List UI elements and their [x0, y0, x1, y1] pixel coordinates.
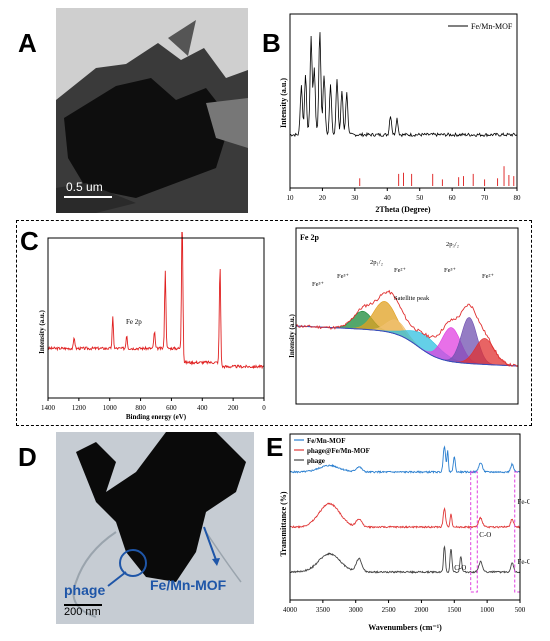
panel-letter-e: E [266, 432, 284, 462]
xrd-tick-label: 20 [319, 194, 327, 202]
xrd-ylabel: Intensity (a.u.) [279, 78, 288, 128]
ftir-tick-label: 3000 [349, 606, 364, 614]
scale-bar-a [64, 196, 112, 198]
ftir-tick-label: 1000 [480, 606, 495, 614]
ftir-chart: Transmittance (%) Fe/Mn-MOF phage@Fe/Mn-M… [279, 433, 530, 632]
ftir-annotation: Fe-C [517, 558, 530, 566]
xrd-tick-label: 10 [287, 194, 295, 202]
xrd-tick-label: 50 [416, 194, 424, 202]
panel-letter-d: D [18, 442, 37, 472]
panel-letter-c: C [20, 226, 39, 256]
ftir-xlabel: Wavenumbers (cm⁻¹) [368, 623, 442, 632]
ftir-highlight-box [470, 471, 478, 593]
survey-tick-label: 800 [135, 404, 146, 412]
fe2p-annotation: 2p₁/₂ [370, 259, 383, 266]
ftir-tick-label: 4000 [283, 606, 298, 614]
survey-tick-label: 400 [197, 404, 208, 412]
ftir-tick-label: 1500 [447, 606, 462, 614]
xrd-tick-label: 70 [481, 194, 489, 202]
ftir-series-line [289, 545, 521, 575]
ftir-legend-label: phage@Fe/Mn-MOF [307, 447, 370, 455]
panel-letter-b: B [262, 28, 281, 58]
survey-annotation-fe2p: Fe 2p [126, 318, 142, 326]
fe2p-title: Fe 2p [300, 233, 319, 242]
survey-tick-label: 1200 [72, 404, 87, 412]
ftir-annotation: C-O [454, 564, 466, 572]
survey-tick-label: 600 [166, 404, 177, 412]
xps-survey-chart: Intensity (a.u.) Fe 2p 1400 1200 1000 800 60… [38, 232, 266, 421]
ftir-tick-label: 2000 [414, 606, 429, 614]
scale-bar-d [64, 604, 102, 606]
xrd-tick-label: 30 [351, 194, 359, 202]
fe2p-ylabel: Intensity (a.u.) [288, 313, 296, 357]
survey-tick-label: 1400 [41, 404, 56, 412]
fe2p-annotation: Fe³⁺ [337, 273, 349, 280]
label-phage: phage [64, 582, 106, 598]
xrd-series-line [289, 32, 518, 138]
fe2p-annotation: Satellite peak [394, 295, 430, 302]
tem-image-d: phage Fe/Mn-MOF 200 nm [56, 432, 254, 624]
tem-image-a: 0.5 um [56, 8, 248, 213]
ftir-annotation: Fe-C [517, 498, 530, 506]
survey-xlabel: Binding energy (eV) [126, 413, 187, 421]
ftir-annotation: C-O [479, 531, 491, 539]
ftir-highlight-box [514, 471, 521, 593]
xrd-chart: Intensity (a.u.) Fe/Mn-MOF 10 20 30 40 50 60 7… [279, 13, 522, 214]
xrd-xlabel: 2Theta (Degree) [375, 205, 431, 214]
label-fe-mn-mof: Fe/Mn-MOF [150, 577, 227, 593]
xrd-tick-label: 60 [449, 194, 457, 202]
fe2p-annotation: Fe³⁺ [312, 281, 324, 288]
xrd-legend-label: Fe/Mn-MOF [471, 22, 513, 31]
ftir-tick-label: 500 [515, 606, 526, 614]
survey-tick-label: 200 [228, 404, 239, 412]
panel-c-frame [16, 220, 532, 426]
fe2p-annotation: 2p₃/₂ [446, 241, 459, 248]
ftir-legend-label: phage [307, 457, 325, 465]
survey-ylabel: Intensity (a.u.) [38, 309, 46, 353]
ftir-legend-label: Fe/Mn-MOF [307, 437, 346, 445]
ftir-series-line [289, 502, 521, 529]
ftir-series-line [289, 445, 521, 474]
phage-circle [119, 549, 147, 577]
xrd-tick-label: 80 [514, 194, 522, 202]
fe2p-annotation: Fe³⁺ [444, 267, 456, 274]
ftir-ylabel: Transmittance (%) [279, 491, 288, 556]
ftir-tick-label: 3500 [316, 606, 331, 614]
scale-bar-label-d: 200 nm [64, 606, 101, 618]
scale-bar-label-a: 0.5 um [66, 180, 103, 194]
ftir-tick-label: 2500 [382, 606, 397, 614]
fe2p-annotation: Fe²⁺ [394, 267, 406, 274]
survey-series-line [47, 232, 265, 370]
survey-tick-label: 1000 [103, 404, 118, 412]
fe2p-envelope-line [295, 289, 519, 368]
xrd-tick-label: 40 [384, 194, 392, 202]
survey-tick-label: 0 [262, 404, 266, 412]
panel-letter-a: A [18, 28, 37, 58]
xps-fe2p-chart: Intensity (a.u.) Fe 2p Fe³⁺ Fe³⁺ 2p₁/₂ Fe²⁺… [288, 227, 519, 405]
fe2p-annotation: Fe²⁺ [482, 273, 494, 280]
